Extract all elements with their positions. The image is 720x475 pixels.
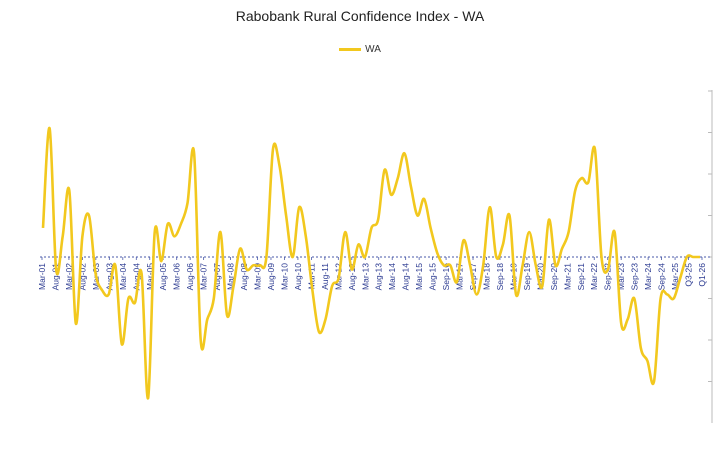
- x-tick-label: Aug-13: [374, 263, 384, 291]
- x-tick-label: Sep-20: [549, 263, 559, 291]
- x-tick-label: Sep-24: [657, 263, 667, 291]
- x-tick-label: Mar-23: [616, 263, 626, 290]
- x-tick-label: Mar-05: [145, 263, 155, 290]
- x-tick-label: Aug-10: [293, 263, 303, 291]
- x-tick-label: Mar-24: [643, 263, 653, 290]
- x-tick-label: Mar-06: [172, 263, 182, 290]
- x-tick-label: Q3-25: [684, 263, 694, 287]
- series-line-wa: [41, 126, 700, 400]
- x-tick-label: Aug-06: [185, 263, 195, 291]
- x-tick-label: Mar-14: [387, 263, 397, 290]
- x-tick-label: Sep-23: [630, 263, 640, 291]
- x-tick-label: Aug-05: [158, 263, 168, 291]
- legend-line-swatch: [339, 47, 362, 51]
- x-tick-label: Mar-04: [118, 263, 128, 290]
- x-tick-label: Mar-25: [670, 263, 680, 290]
- x-tick-label: Mar-17: [455, 263, 465, 290]
- x-tick-label: Aug-12: [347, 263, 357, 291]
- x-tick-label: Mar-20: [535, 263, 545, 290]
- legend: WA: [0, 44, 720, 55]
- x-tick-label: Mar-21: [562, 263, 572, 290]
- x-tick-label: Mar-09: [253, 263, 263, 290]
- x-tick-label: Sep-19: [522, 263, 532, 291]
- x-tick-label: Mar-08: [226, 263, 236, 290]
- x-tick-label: Sep-18: [495, 263, 505, 291]
- x-tick-label: Mar-22: [589, 263, 599, 290]
- chart-title: Rabobank Rural Confidence Index - WA: [235, 8, 485, 24]
- x-tick-label: Mar-15: [414, 263, 424, 290]
- x-tick-label: Mar-13: [360, 263, 370, 290]
- x-tick-label: Aug-14: [401, 263, 411, 291]
- x-tick-label: Aug-11: [320, 263, 330, 290]
- x-tick-label: Aug-03: [104, 263, 114, 291]
- x-tick-label: Sep-22: [603, 263, 613, 291]
- x-tick-label: Mar-18: [481, 263, 491, 290]
- x-tick-label: Aug-15: [428, 263, 438, 291]
- x-tick-label: Sep-16: [441, 263, 451, 291]
- x-tick-label: Aug-04: [131, 263, 141, 291]
- x-tick-label: Mar-01: [37, 263, 47, 290]
- x-tick-label: Aug-01: [50, 263, 60, 291]
- x-tick-label: Aug-02: [77, 263, 87, 291]
- x-tick-label: Mar-07: [199, 263, 209, 290]
- x-tick-label: Sep-21: [576, 263, 586, 291]
- x-tick-label: Aug-08: [239, 263, 249, 291]
- x-tick-label: Q1-26: [697, 263, 707, 287]
- x-tick-label: Mar-02: [64, 263, 74, 290]
- x-tick-label: Aug-09: [266, 263, 276, 291]
- legend-label-wa: WA: [365, 44, 381, 55]
- x-tick-label: Mar-10: [279, 263, 289, 290]
